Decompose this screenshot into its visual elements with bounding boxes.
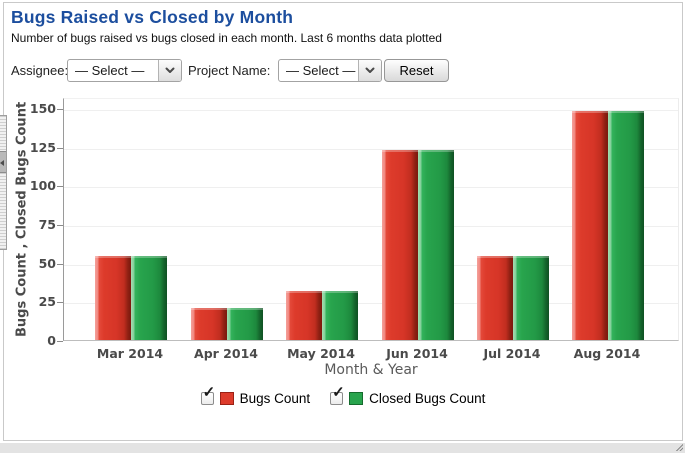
bar-group — [382, 150, 454, 340]
assignee-select-value: — Select — — [75, 63, 145, 78]
y-tick-mark — [57, 148, 63, 149]
legend-swatch — [349, 392, 364, 405]
gridline — [64, 265, 678, 266]
page-subtitle: Number of bugs raised vs bugs closed in … — [11, 31, 442, 45]
y-tick-mark — [57, 341, 63, 342]
assignee-select[interactable]: — Select — — [67, 59, 182, 82]
legend-label: Bugs Count — [239, 391, 311, 406]
chevron-down-icon — [358, 60, 381, 81]
bar-group — [572, 111, 644, 340]
bar-group — [191, 308, 263, 340]
x-axis-title: Month & Year — [324, 362, 418, 378]
gridline — [64, 226, 678, 227]
y-tick-label: 75 — [38, 217, 56, 232]
bar-bugs — [477, 256, 513, 340]
bar-closed-bugs — [322, 291, 358, 340]
checkmark-icon: ✓ — [202, 384, 216, 401]
vertical-scrollbar[interactable] — [0, 115, 7, 250]
project-name-select[interactable]: — Select — — [278, 59, 382, 82]
project-select-value: — Select — — [286, 63, 356, 78]
gridline — [64, 149, 678, 150]
bar-group — [95, 256, 167, 340]
gridline — [64, 187, 678, 188]
x-tick-label: Jun 2014 — [386, 346, 448, 361]
chart-legend: ✓ Bugs Count ✓ Closed Bugs Count — [4, 385, 682, 406]
y-tick-label: 150 — [29, 101, 56, 116]
page-title: Bugs Raised vs Closed by Month — [11, 7, 294, 27]
bug-report-panel: Bugs Raised vs Closed by Month Number of… — [3, 2, 683, 441]
y-tick-label: 25 — [38, 294, 56, 309]
y-tick-label: 50 — [38, 256, 56, 271]
bar-bugs — [286, 291, 322, 340]
resize-grip-icon — [676, 444, 683, 451]
reset-button[interactable]: Reset — [384, 59, 449, 82]
bar-bugs — [572, 111, 608, 340]
y-tick-label: 125 — [29, 140, 56, 155]
chevron-down-icon — [158, 60, 181, 81]
scrollbar-arrow-icon — [0, 160, 4, 166]
bar-bugs — [191, 308, 227, 340]
legend-label: Closed Bugs Count — [369, 391, 486, 406]
legend-item: ✓ Bugs Count — [200, 385, 311, 406]
legend-checkbox[interactable]: ✓ — [330, 385, 345, 405]
bar-bugs — [95, 256, 131, 340]
y-tick-mark — [57, 109, 63, 110]
bar-closed-bugs — [418, 150, 454, 340]
y-tick-label: 0 — [47, 333, 56, 348]
project-name-label: Project Name: — [188, 63, 271, 78]
bar-closed-bugs — [131, 256, 167, 340]
legend-swatch — [219, 392, 234, 405]
x-tick-label: May 2014 — [287, 346, 355, 361]
chart-plot-area — [63, 98, 679, 341]
bar-closed-bugs — [608, 111, 644, 340]
y-tick-mark — [57, 302, 63, 303]
bar-closed-bugs — [513, 256, 549, 340]
bar-group — [477, 256, 549, 340]
page-background-strip — [0, 443, 685, 453]
bar-closed-bugs — [227, 308, 263, 340]
y-tick-mark — [57, 186, 63, 187]
x-tick-label: Mar 2014 — [96, 346, 164, 361]
assignee-label: Assignee: — [11, 63, 69, 78]
bar-group — [286, 291, 358, 340]
gridline — [64, 110, 678, 111]
bar-bugs — [382, 150, 418, 340]
y-tick-mark — [57, 264, 63, 265]
legend-item: ✓ Closed Bugs Count — [330, 385, 486, 406]
x-tick-label: Apr 2014 — [194, 346, 258, 361]
x-tick-label: Jul 2014 — [483, 346, 541, 361]
y-tick-mark — [57, 225, 63, 226]
legend-checkbox[interactable]: ✓ — [200, 385, 215, 405]
scrollbar-thumb[interactable] — [0, 151, 6, 173]
gridline — [64, 303, 678, 304]
filter-controls: Assignee: — Select — Project Name: — Sel… — [4, 58, 682, 84]
x-tick-label: Aug 2014 — [573, 346, 641, 361]
checkmark-icon: ✓ — [332, 384, 345, 401]
y-tick-label: 100 — [29, 178, 56, 193]
